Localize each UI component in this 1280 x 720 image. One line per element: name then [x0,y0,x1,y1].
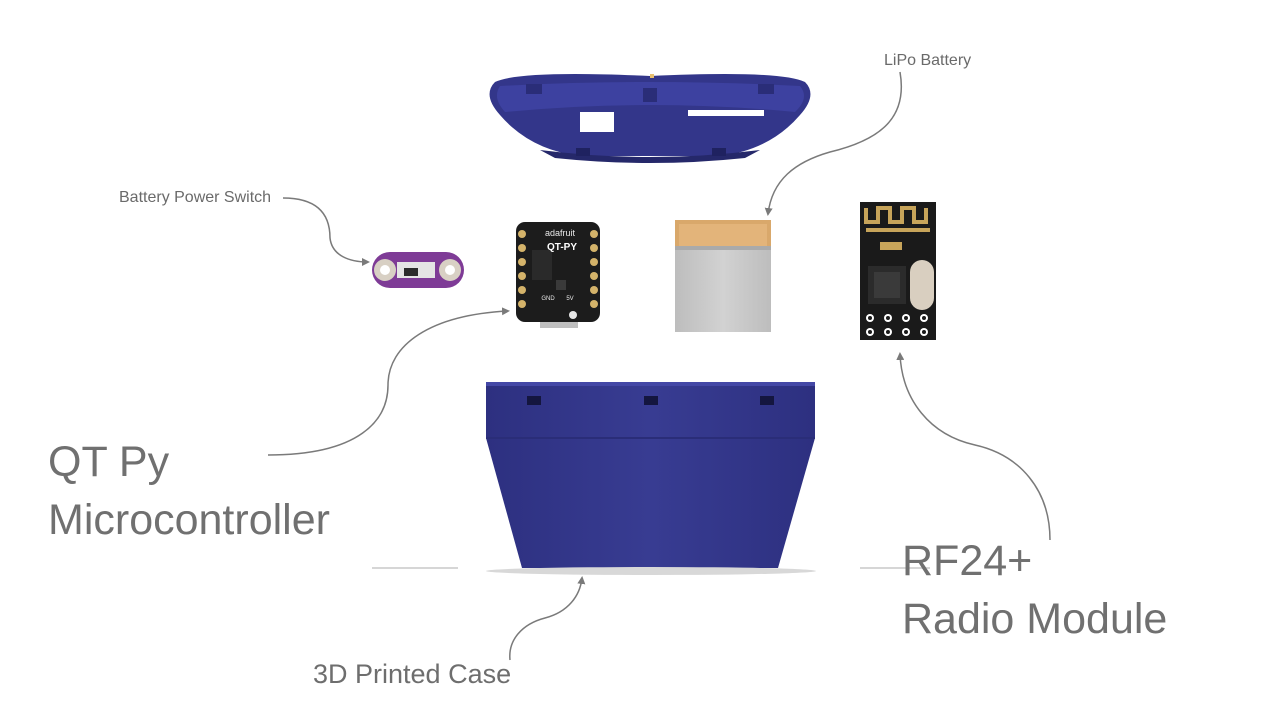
lipo-battery [675,220,771,332]
switch-arrow [282,197,370,266]
case-arrow [509,576,586,661]
lipo-battery-arrow [764,71,903,216]
rf24-arrow [896,352,1051,541]
qt-py-label-line2: Microcontroller [48,496,330,544]
lipo-battery-label: LiPo Battery [884,52,972,69]
board-name-text: QT-PY [547,242,577,253]
board-pin-5v-text: 5V [566,296,573,302]
board-pin-gnd-text: GND [541,296,555,302]
rf24-label: RF24+ Radio Module [902,532,1167,648]
battery-power-switch [372,252,464,288]
qt-py-arrow [267,307,510,456]
qt-py-label-line1: QT Py [48,438,170,486]
printed-case-label: 3D Printed Case [313,659,512,689]
rf24-label-line1: RF24+ [902,537,1033,585]
case-body [372,382,930,575]
rf24-label-line2: Radio Module [902,595,1168,643]
case-lid [489,74,811,163]
board-brand-text: adafruit [545,228,576,238]
qt-py-board: adafruit QT-PY GND 5V [516,222,600,328]
battery-power-switch-label: Battery Power Switch [119,189,272,206]
rf24-module [860,202,936,340]
qt-py-label: QT Py Microcontroller [48,433,330,549]
